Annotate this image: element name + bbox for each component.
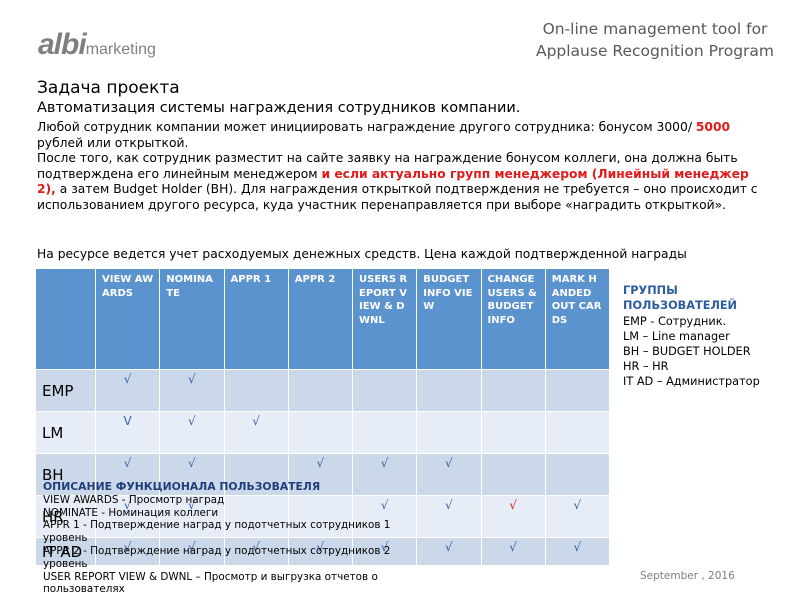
task-note: На ресурсе ведется учет расходуемых дене…	[37, 247, 687, 261]
check-cell: √	[416, 495, 482, 538]
logo: albimarketing	[38, 28, 156, 62]
legend-item: VIEW AWARDS - Просмотр наград	[43, 493, 225, 506]
empty-cell	[480, 369, 546, 412]
table-row: HR √ √ √ √ √ √	[35, 495, 611, 538]
row-label: EMP	[35, 369, 96, 412]
legend-item: APPR 2 - Подтверждение наград у подотчет…	[43, 544, 391, 570]
text: а затем Budget Holder (BH). Для награжде…	[37, 182, 758, 212]
permissions-table: VIEW AWARDS NOMINATE APPR 1 APPR 2 USERS REP…	[35, 268, 611, 566]
check-cell: √	[480, 537, 546, 566]
empty-cell	[544, 369, 611, 412]
column-header: CHANGE USERS & BUDGET INFO	[480, 268, 546, 370]
text: После того, как сотрудник разместит на с…	[37, 151, 738, 181]
check-cell: √	[287, 537, 354, 566]
row-label: IT AD	[35, 537, 96, 566]
column-header: MARK HANDED OUT CARDS	[544, 268, 611, 370]
task-heading: Задача проекта	[37, 78, 180, 98]
empty-cell	[287, 369, 354, 412]
logo-suffix: marketing	[85, 41, 156, 58]
paragraph: После того, как сотрудник разместит на с…	[37, 151, 767, 213]
slide-title: On-line management tool for Applause Rec…	[535, 20, 775, 60]
empty-cell	[416, 411, 482, 454]
row-label: HR	[35, 495, 96, 538]
legend-item: USER REPORT VIEW & DWNL – Просмотр и выг…	[43, 570, 378, 596]
footer-date: September , 2016	[640, 570, 735, 582]
text: рублей или открыткой.	[37, 135, 189, 150]
empty-cell	[287, 411, 354, 454]
empty-cell	[351, 411, 418, 454]
check-cell: √	[223, 411, 289, 454]
empty-cell	[544, 453, 611, 496]
check-cell: √	[159, 495, 225, 538]
logo-brand: albi	[38, 28, 87, 61]
groups-title: ГРУППЫ ПОЛЬЗОВАТЕЛЕЙ	[623, 284, 738, 312]
table-row: EMP √ √	[35, 369, 611, 412]
check-cell: √	[544, 495, 611, 538]
empty-cell	[480, 453, 546, 496]
empty-cell	[544, 411, 611, 454]
check-cell: √	[287, 453, 354, 496]
column-header: APPR 2	[287, 268, 354, 370]
task-subheading: Автоматизация системы награждения сотруд…	[37, 100, 521, 116]
check-cell: √	[416, 537, 482, 566]
legend-item: APPR 1 - Подтверждение наград у подотчет…	[43, 519, 391, 545]
empty-cell	[287, 495, 354, 538]
header-row: VIEW AWARDS NOMINATE APPR 1 APPR 2 USERS REP…	[35, 268, 611, 370]
check-cell: √	[94, 453, 161, 496]
group-item: LM – Line manager	[623, 330, 730, 343]
check-cell: √	[159, 453, 225, 496]
empty-cell	[416, 369, 482, 412]
check-cell: √	[159, 537, 225, 566]
legend-title: ОПИСАНИЕ ФУНКЦИОНАЛА ПОЛЬЗОВАТЕЛЯ	[43, 480, 321, 493]
empty-cell	[223, 495, 289, 538]
groups: ГРУППЫ ПОЛЬЗОВАТЕЛЕЙ EMP - Сотрудник. LM –…	[623, 283, 793, 389]
row-label: LM	[35, 411, 96, 454]
empty-cell	[223, 453, 289, 496]
header-cell	[35, 268, 96, 370]
check-cell: √	[351, 495, 418, 538]
column-header: NOMINATE	[159, 268, 225, 370]
empty-cell	[351, 369, 418, 412]
empty-cell	[223, 369, 289, 412]
table-row: IT AD √ √ √ √ √ √ √ √	[35, 537, 611, 566]
column-header: BUDGET INFO VIEW	[416, 268, 482, 370]
group-item: IT AD – Администратор	[623, 375, 760, 388]
check-cell: √	[480, 495, 546, 538]
group-item: EMP - Сотрудник.	[623, 315, 727, 328]
group-item: BH – BUDGET HOLDER	[623, 345, 751, 358]
column-header: APPR 1	[223, 268, 289, 370]
legend: ОПИСАНИЕ ФУНКЦИОНАЛА ПОЛЬЗОВАТЕЛЯ VIEW AW…	[43, 480, 433, 596]
legend-item: NOMINATE - Номинация коллеги	[43, 506, 219, 519]
check-cell: √	[416, 453, 482, 496]
task-body: Любой сотрудник компании может иницииров…	[37, 120, 767, 213]
column-header: VIEW AWARDS	[94, 268, 161, 370]
table-row: LM V √ √	[35, 411, 611, 454]
highlight-text: 5000	[695, 120, 731, 134]
check-cell: √	[94, 495, 161, 538]
check-cell: √	[544, 537, 611, 566]
check-cell: √	[94, 537, 161, 566]
paragraph: Любой сотрудник компании может иницииров…	[37, 120, 767, 151]
check-cell: √	[159, 411, 225, 454]
empty-cell	[480, 411, 546, 454]
column-header: USERS REPORT VIEW & DWNL	[351, 268, 418, 370]
check-cell: V	[94, 411, 161, 454]
check-cell: √	[159, 369, 225, 412]
check-cell: √	[94, 369, 161, 412]
highlight-text: и если актуально групп менеджером (Линей…	[37, 166, 749, 197]
group-item: HR – HR	[623, 360, 669, 373]
text: Любой сотрудник компании может иницииров…	[37, 120, 696, 134]
